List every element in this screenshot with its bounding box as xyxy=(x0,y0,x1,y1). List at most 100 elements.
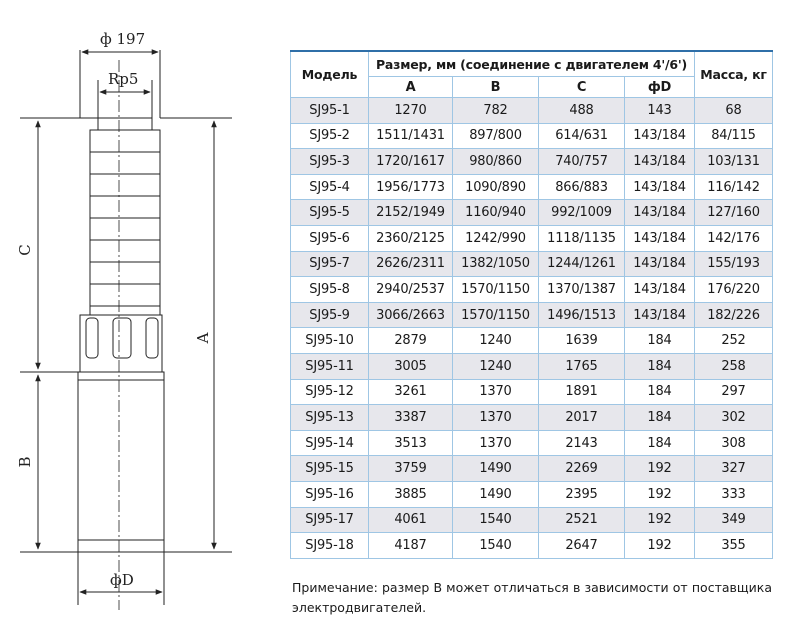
table-row: SJ95-10 2879 1240 1639 184 252 xyxy=(290,327,773,354)
cell-model: SJ95-12 xyxy=(290,378,369,406)
cell-b: 782 xyxy=(452,97,539,124)
cell-d: 143/184 xyxy=(624,148,695,175)
cell-model: SJ95-11 xyxy=(290,352,369,380)
cell-b: 1490 xyxy=(452,480,539,508)
cell-b: 1490 xyxy=(452,455,539,482)
table-row: SJ95-7 2626/2311 1382/1050 1244/1261 143/184… xyxy=(290,250,773,278)
cell-mass: 68 xyxy=(694,97,773,124)
cell-model: SJ95-15 xyxy=(290,455,369,482)
intake-slot xyxy=(145,317,159,359)
cell-d: 143/184 xyxy=(624,250,695,278)
cell-a: 3513 xyxy=(368,429,453,457)
header-col-c: C xyxy=(538,76,625,98)
pump-intake xyxy=(79,314,163,373)
cell-model: SJ95-4 xyxy=(290,173,369,201)
cell-model: SJ95-2 xyxy=(290,122,369,150)
cell-mass: 258 xyxy=(694,352,773,380)
table-row: SJ95-4 1956/1773 1090/890 866/883 143/184 116… xyxy=(290,173,773,201)
top-diameter-label: ф 197 xyxy=(100,30,145,48)
cell-c: 992/1009 xyxy=(538,199,625,226)
cell-mass: 252 xyxy=(694,327,773,354)
cell-c: 1891 xyxy=(538,378,625,406)
cell-model: SJ95-16 xyxy=(290,480,369,508)
cell-a: 2940/2537 xyxy=(368,276,453,303)
cell-d: 184 xyxy=(624,352,695,380)
cell-model: SJ95-7 xyxy=(290,250,369,278)
cell-d: 192 xyxy=(624,532,695,559)
cell-mass: 302 xyxy=(694,404,773,431)
cell-a: 4061 xyxy=(368,506,453,534)
cell-c: 1496/1513 xyxy=(538,301,625,329)
table-row: SJ95-1 1270 782 488 143 68 xyxy=(290,97,773,124)
cell-a: 1511/1431 xyxy=(368,122,453,150)
cell-d: 143/184 xyxy=(624,122,695,150)
cell-b: 1090/890 xyxy=(452,173,539,201)
cell-c: 1370/1387 xyxy=(538,276,625,303)
cell-b: 1160/940 xyxy=(452,199,539,226)
intake-slot xyxy=(85,317,99,359)
cell-a: 2879 xyxy=(368,327,453,354)
table-row: SJ95-8 2940/2537 1570/1150 1370/1387 143/184… xyxy=(290,276,773,303)
cell-c: 1639 xyxy=(538,327,625,354)
table-row: SJ95-17 4061 1540 2521 192 349 xyxy=(290,506,773,534)
cell-d: 192 xyxy=(624,506,695,534)
cell-c: 488 xyxy=(538,97,625,124)
table-row: SJ95-18 4187 1540 2647 192 355 xyxy=(290,532,773,559)
cell-d: 184 xyxy=(624,404,695,431)
cell-c: 2269 xyxy=(538,455,625,482)
cell-d: 143 xyxy=(624,97,695,124)
cell-model: SJ95-14 xyxy=(290,429,369,457)
cell-b: 1540 xyxy=(452,506,539,534)
header-col-b: B xyxy=(452,76,539,98)
cell-c: 2017 xyxy=(538,404,625,431)
cell-d: 143/184 xyxy=(624,276,695,303)
cell-a: 3759 xyxy=(368,455,453,482)
cell-model: SJ95-13 xyxy=(290,404,369,431)
spec-table: Модель Размер, мм (соединение с двигател… xyxy=(290,50,773,559)
cell-mass: 333 xyxy=(694,480,773,508)
table-row: SJ95-3 1720/1617 980/860 740/757 143/184 103/… xyxy=(290,148,773,175)
cell-c: 614/631 xyxy=(538,122,625,150)
cell-mass: 84/115 xyxy=(694,122,773,150)
table-row: SJ95-6 2360/2125 1242/990 1118/1135 143/184 1… xyxy=(290,224,773,252)
header-mass: Масса, кг xyxy=(694,50,773,98)
cell-mass: 297 xyxy=(694,378,773,406)
cell-model: SJ95-18 xyxy=(290,532,369,559)
bottom-diameter-label: фD xyxy=(110,571,134,589)
cell-a: 3885 xyxy=(368,480,453,508)
cell-model: SJ95-17 xyxy=(290,506,369,534)
cell-c: 1244/1261 xyxy=(538,250,625,278)
cell-d: 184 xyxy=(624,327,695,354)
dimension-b-label: B xyxy=(16,456,34,467)
pump-head xyxy=(97,117,153,131)
cell-a: 3261 xyxy=(368,378,453,406)
cell-b: 1370 xyxy=(452,378,539,406)
cell-a: 3066/2663 xyxy=(368,301,453,329)
cell-c: 2143 xyxy=(538,429,625,457)
cell-b: 1240 xyxy=(452,352,539,380)
intake-slot xyxy=(112,317,132,359)
cell-model: SJ95-9 xyxy=(290,301,369,329)
cell-model: SJ95-1 xyxy=(290,97,369,124)
cell-a: 1270 xyxy=(368,97,453,124)
cell-b: 980/860 xyxy=(452,148,539,175)
cell-a: 1956/1773 xyxy=(368,173,453,201)
cell-b: 1570/1150 xyxy=(452,301,539,329)
cell-mass: 142/176 xyxy=(694,224,773,252)
cell-b: 1240 xyxy=(452,327,539,354)
pump-body xyxy=(89,129,161,316)
cell-model: SJ95-3 xyxy=(290,148,369,175)
table-row: SJ95-13 3387 1370 2017 184 302 xyxy=(290,404,773,431)
cell-b: 1570/1150 xyxy=(452,276,539,303)
cell-c: 866/883 xyxy=(538,173,625,201)
cell-d: 192 xyxy=(624,480,695,508)
table-row: SJ95-9 3066/2663 1570/1150 1496/1513 143/184… xyxy=(290,301,773,329)
motor-body xyxy=(77,371,165,553)
cell-c: 2521 xyxy=(538,506,625,534)
table-row: SJ95-2 1511/1431 897/800 614/631 143/184 84/1… xyxy=(290,122,773,150)
cell-mass: 155/193 xyxy=(694,250,773,278)
cell-model: SJ95-8 xyxy=(290,276,369,303)
table-body: SJ95-1 1270 782 488 143 68 SJ95-2 1511/1431 897/… xyxy=(290,97,773,559)
pump-dimension-drawing: ф 197 Rp5 C B A фD xyxy=(16,30,232,610)
table-row: SJ95-11 3005 1240 1765 184 258 xyxy=(290,352,773,380)
